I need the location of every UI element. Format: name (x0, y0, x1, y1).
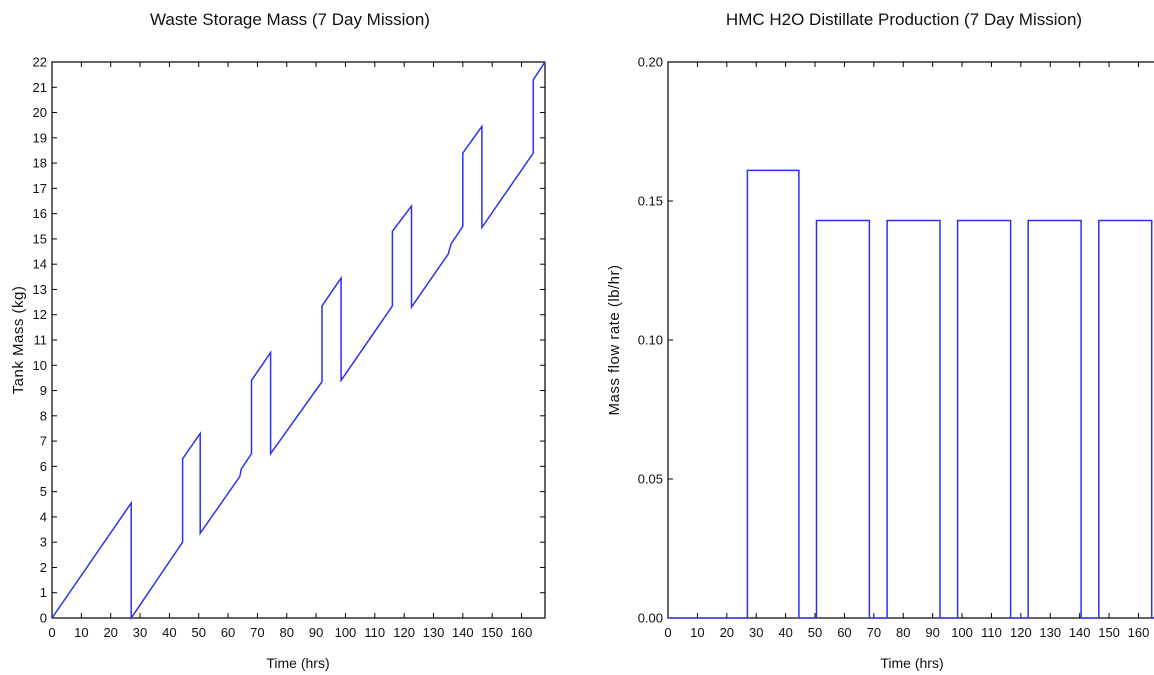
y-tick-label: 3 (40, 535, 47, 550)
x-tick-label: 110 (981, 625, 1002, 640)
y-tick-label: 19 (33, 130, 47, 145)
x-tick-label: 150 (481, 625, 503, 640)
x-tick-label: 20 (720, 625, 734, 640)
x-tick-label: 140 (452, 625, 474, 640)
y-tick-label: 2 (40, 560, 47, 575)
plot-frame (51, 61, 546, 619)
y-tick-label: 11 (34, 333, 48, 348)
x-tick-label: 10 (690, 625, 704, 640)
series-line (668, 169, 1154, 619)
waste-storage-mass-chart: Waste Storage Mass (7 Day Mission) Time … (0, 0, 560, 675)
x-tick-label: 120 (393, 625, 415, 640)
x-tick-label: 80 (896, 625, 910, 640)
y-tick-label: 0 (40, 611, 47, 626)
x-tick-label: 60 (837, 625, 851, 640)
y-tick-label: 18 (33, 156, 47, 171)
y-tick-label: 8 (40, 408, 47, 423)
x-tick-label: 20 (103, 625, 117, 640)
x-tick-label: 160 (1128, 625, 1150, 640)
x-tick-label: 30 (749, 625, 763, 640)
chart-title: Waste Storage Mass (7 Day Mission) (150, 10, 430, 29)
y-tick-label: 0.05 (638, 472, 663, 487)
y-tick-label: 17 (33, 181, 47, 196)
y-tick-label: 20 (33, 105, 47, 120)
y-tick-label: 10 (33, 358, 47, 373)
x-tick-label: 80 (280, 625, 294, 640)
y-tick-label: 6 (40, 459, 47, 474)
y-tick-label: 14 (33, 257, 47, 272)
x-tick-label: 0 (48, 625, 55, 640)
x-tick-label: 100 (335, 625, 357, 640)
hmc-distillate-production-svg: HMC H2O Distillate Production (7 Day Mis… (606, 10, 1154, 671)
x-axis-label: Time (hrs) (880, 655, 943, 671)
y-tick-label: 5 (40, 484, 47, 499)
y-tick-label: 0.10 (638, 333, 663, 348)
x-tick-label: 110 (364, 625, 385, 640)
y-tick-label: 7 (40, 434, 47, 449)
y-tick-label: 22 (33, 55, 47, 70)
x-tick-label: 140 (1069, 625, 1091, 640)
x-tick-label: 100 (951, 625, 973, 640)
y-tick-label: 16 (33, 206, 47, 221)
y-tick-label: 21 (33, 80, 47, 95)
x-tick-label: 70 (250, 625, 264, 640)
hmc-distillate-production-chart: HMC H2O Distillate Production (7 Day Mis… (592, 0, 1154, 675)
x-tick-label: 60 (221, 625, 235, 640)
y-tick-label: 9 (40, 383, 47, 398)
x-tick-label: 120 (1010, 625, 1032, 640)
y-tick-label: 0.15 (638, 194, 663, 209)
x-tick-label: 50 (191, 625, 205, 640)
chart-title: HMC H2O Distillate Production (7 Day Mis… (726, 10, 1082, 29)
x-axis-label: Time (hrs) (266, 655, 329, 671)
x-tick-label: 90 (925, 625, 939, 640)
x-tick-label: 10 (74, 625, 88, 640)
x-tick-label: 40 (778, 625, 792, 640)
y-tick-label: 15 (33, 231, 47, 246)
y-tick-label: 0.20 (638, 55, 663, 70)
x-tick-label: 160 (511, 625, 533, 640)
x-tick-label: 50 (808, 625, 822, 640)
x-tick-label: 130 (423, 625, 445, 640)
series-line (51, 61, 546, 621)
x-tick-label: 90 (309, 625, 323, 640)
y-tick-label: 13 (33, 282, 47, 297)
x-tick-label: 40 (162, 625, 176, 640)
y-axis-label: Tank Mass (kg) (10, 286, 27, 395)
y-tick-label: 4 (40, 509, 47, 524)
x-tick-label: 0 (664, 625, 671, 640)
y-tick-label: 0.00 (638, 611, 663, 626)
y-axis-label: Mass flow rate (lb/hr) (606, 264, 623, 415)
waste-storage-mass-svg: Waste Storage Mass (7 Day Mission) Time … (10, 10, 546, 671)
y-tick-label: 1 (40, 585, 47, 600)
x-tick-label: 70 (867, 625, 881, 640)
x-tick-label: 150 (1098, 625, 1120, 640)
x-tick-label: 30 (133, 625, 147, 640)
x-tick-label: 130 (1039, 625, 1061, 640)
y-tick-label: 12 (33, 307, 47, 322)
